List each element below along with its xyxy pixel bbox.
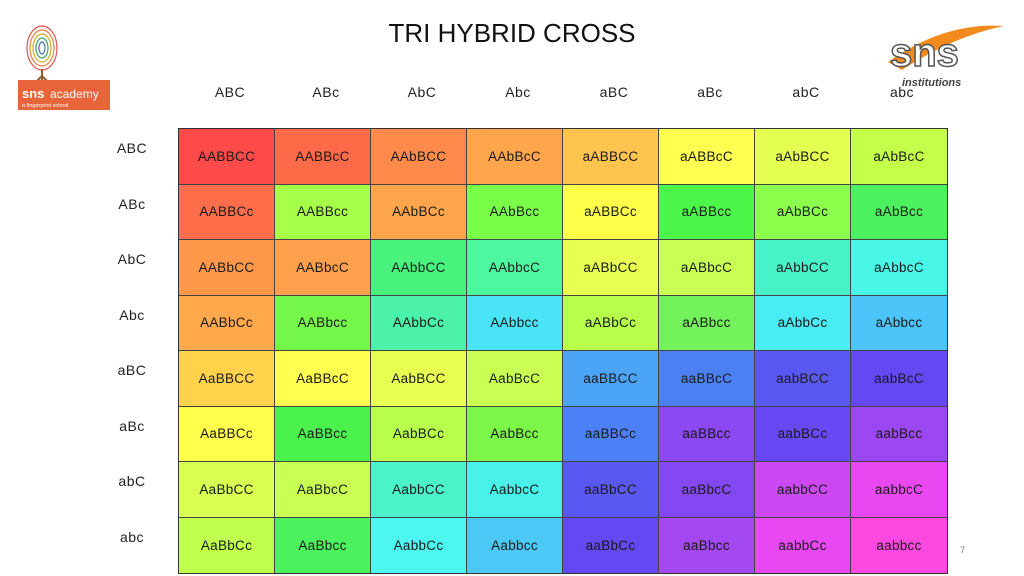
sns-academy-logo: sns academy a fingerprint school xyxy=(18,25,110,110)
genotype-cell: AABbcC xyxy=(275,240,371,296)
genotype-cell: aABBCc xyxy=(563,184,659,240)
genotype-cell: aaBbCc xyxy=(563,517,659,573)
genotype-cell: AABbCc xyxy=(179,295,275,351)
genotype-cell: aaBBCC xyxy=(563,351,659,407)
genotype-cell: aABBcc xyxy=(659,184,755,240)
genotype-cell: AabbCc xyxy=(371,517,467,573)
genotype-cell: AaBBCC xyxy=(179,351,275,407)
genotype-cell: aaBbCC xyxy=(563,462,659,518)
row-header: ABC xyxy=(116,140,148,156)
genotype-cell: aaBbcC xyxy=(659,462,755,518)
row-header: Abc xyxy=(119,306,145,323)
punnett-square: AABBCC AABBcC AAbBCC AAbBcC aABBCC aABBcC aAbB… xyxy=(178,128,948,574)
row-header: abc xyxy=(119,528,145,545)
genotype-cell: aabbCC xyxy=(755,462,851,518)
genotype-cell: aabbCc xyxy=(755,517,851,573)
genotype-cell: aABBcC xyxy=(659,129,755,185)
column-header: ABC xyxy=(214,84,246,100)
genotype-cell: AABBcC xyxy=(275,129,371,185)
genotype-cell: aABbCC xyxy=(563,240,659,296)
genotype-cell: AABbCC xyxy=(179,240,275,296)
sns-institutions-logo: sns institutions xyxy=(888,25,1004,89)
genotype-cell: aabBcc xyxy=(851,406,947,462)
row-header: abC xyxy=(118,473,146,489)
genotype-cell: AAbBcc xyxy=(467,184,563,240)
genotype-cell: aAbbcc xyxy=(851,295,947,351)
column-header: ABc xyxy=(312,84,340,100)
genotype-cell: AaBbcc xyxy=(275,517,371,573)
genotype-cell: AAbbcc xyxy=(467,295,563,351)
genotype-cell: AABBCC xyxy=(179,129,275,185)
genotype-cell: AAbbCc xyxy=(371,295,467,351)
column-header: abC xyxy=(792,84,820,100)
genotype-cell: aaBBcc xyxy=(659,406,755,462)
genotype-cell: AABBcc xyxy=(275,184,371,240)
column-header: aBc xyxy=(697,84,723,100)
genotype-cell: aabBcC xyxy=(851,351,947,407)
genotype-cell: AabbCC xyxy=(371,462,467,518)
genotype-cell: AaBbCC xyxy=(179,462,275,518)
genotype-cell: AAbBcC xyxy=(467,129,563,185)
column-header: abc xyxy=(889,84,915,100)
genotype-cell: aabBCc xyxy=(755,406,851,462)
genotype-cell: aaBBcC xyxy=(659,351,755,407)
genotype-cell: AabBcC xyxy=(467,351,563,407)
genotype-cell: AAbbCC xyxy=(371,240,467,296)
slide-title: TRI HYBRID CROSS xyxy=(388,18,636,48)
svg-text:sns: sns xyxy=(890,31,959,75)
row-header: aBc xyxy=(119,417,145,434)
genotype-cell: aAbbCC xyxy=(755,240,851,296)
genotype-cell: AaBBcC xyxy=(275,351,371,407)
genotype-cell: aAbbCc xyxy=(755,295,851,351)
genotype-cell: aabBCC xyxy=(755,351,851,407)
genotype-cell: aaBbcc xyxy=(659,517,755,573)
genotype-cell: aABbCc xyxy=(563,295,659,351)
row-header: AbC xyxy=(117,251,147,267)
genotype-cell: Aabbcc xyxy=(467,517,563,573)
genotype-cell: aabbcc xyxy=(851,517,947,573)
svg-text:a fingerprint school: a fingerprint school xyxy=(22,103,68,109)
genotype-cell: AabBcc xyxy=(467,406,563,462)
genotype-cell: AabBCc xyxy=(371,406,467,462)
fingerprint-tree-icon xyxy=(26,25,58,83)
genotype-cell: AABBCc xyxy=(179,184,275,240)
column-header: Abc xyxy=(505,84,531,100)
column-header: AbC xyxy=(407,84,437,100)
genotype-cell: aAbBcc xyxy=(851,184,947,240)
genotype-cell: AaBbcC xyxy=(275,462,371,518)
genotype-cell: aabbcC xyxy=(851,462,947,518)
genotype-cell: AABbcc xyxy=(275,295,371,351)
genotype-cell: AaBBcc xyxy=(275,406,371,462)
row-header: aBC xyxy=(117,362,147,378)
svg-text:sns: sns xyxy=(22,86,44,101)
genotype-cell: AabBCC xyxy=(371,351,467,407)
genotype-cell: aABbcc xyxy=(659,295,755,351)
genotype-cell: AAbBCc xyxy=(371,184,467,240)
page-number: 7 xyxy=(960,545,966,555)
genotype-cell: AaBbCc xyxy=(179,517,275,573)
genotype-cell: aABBCC xyxy=(563,129,659,185)
genotype-cell: aaBBCc xyxy=(563,406,659,462)
genotype-cell: aABbcC xyxy=(659,240,755,296)
svg-text:institutions: institutions xyxy=(902,77,961,89)
genotype-cell: aAbBcC xyxy=(851,129,947,185)
row-header: ABc xyxy=(118,195,146,212)
genotype-cell: aAbBCc xyxy=(755,184,851,240)
genotype-cell: aAbBCC xyxy=(755,129,851,185)
genotype-cell: AAbBCC xyxy=(371,129,467,185)
genotype-cell: aAbbcC xyxy=(851,240,947,296)
genotype-cell: AabbcC xyxy=(467,462,563,518)
svg-text:academy: academy xyxy=(50,87,99,101)
column-header: aBC xyxy=(599,84,629,100)
genotype-cell: AaBBCc xyxy=(179,406,275,462)
genotype-cell: AAbbcC xyxy=(467,240,563,296)
